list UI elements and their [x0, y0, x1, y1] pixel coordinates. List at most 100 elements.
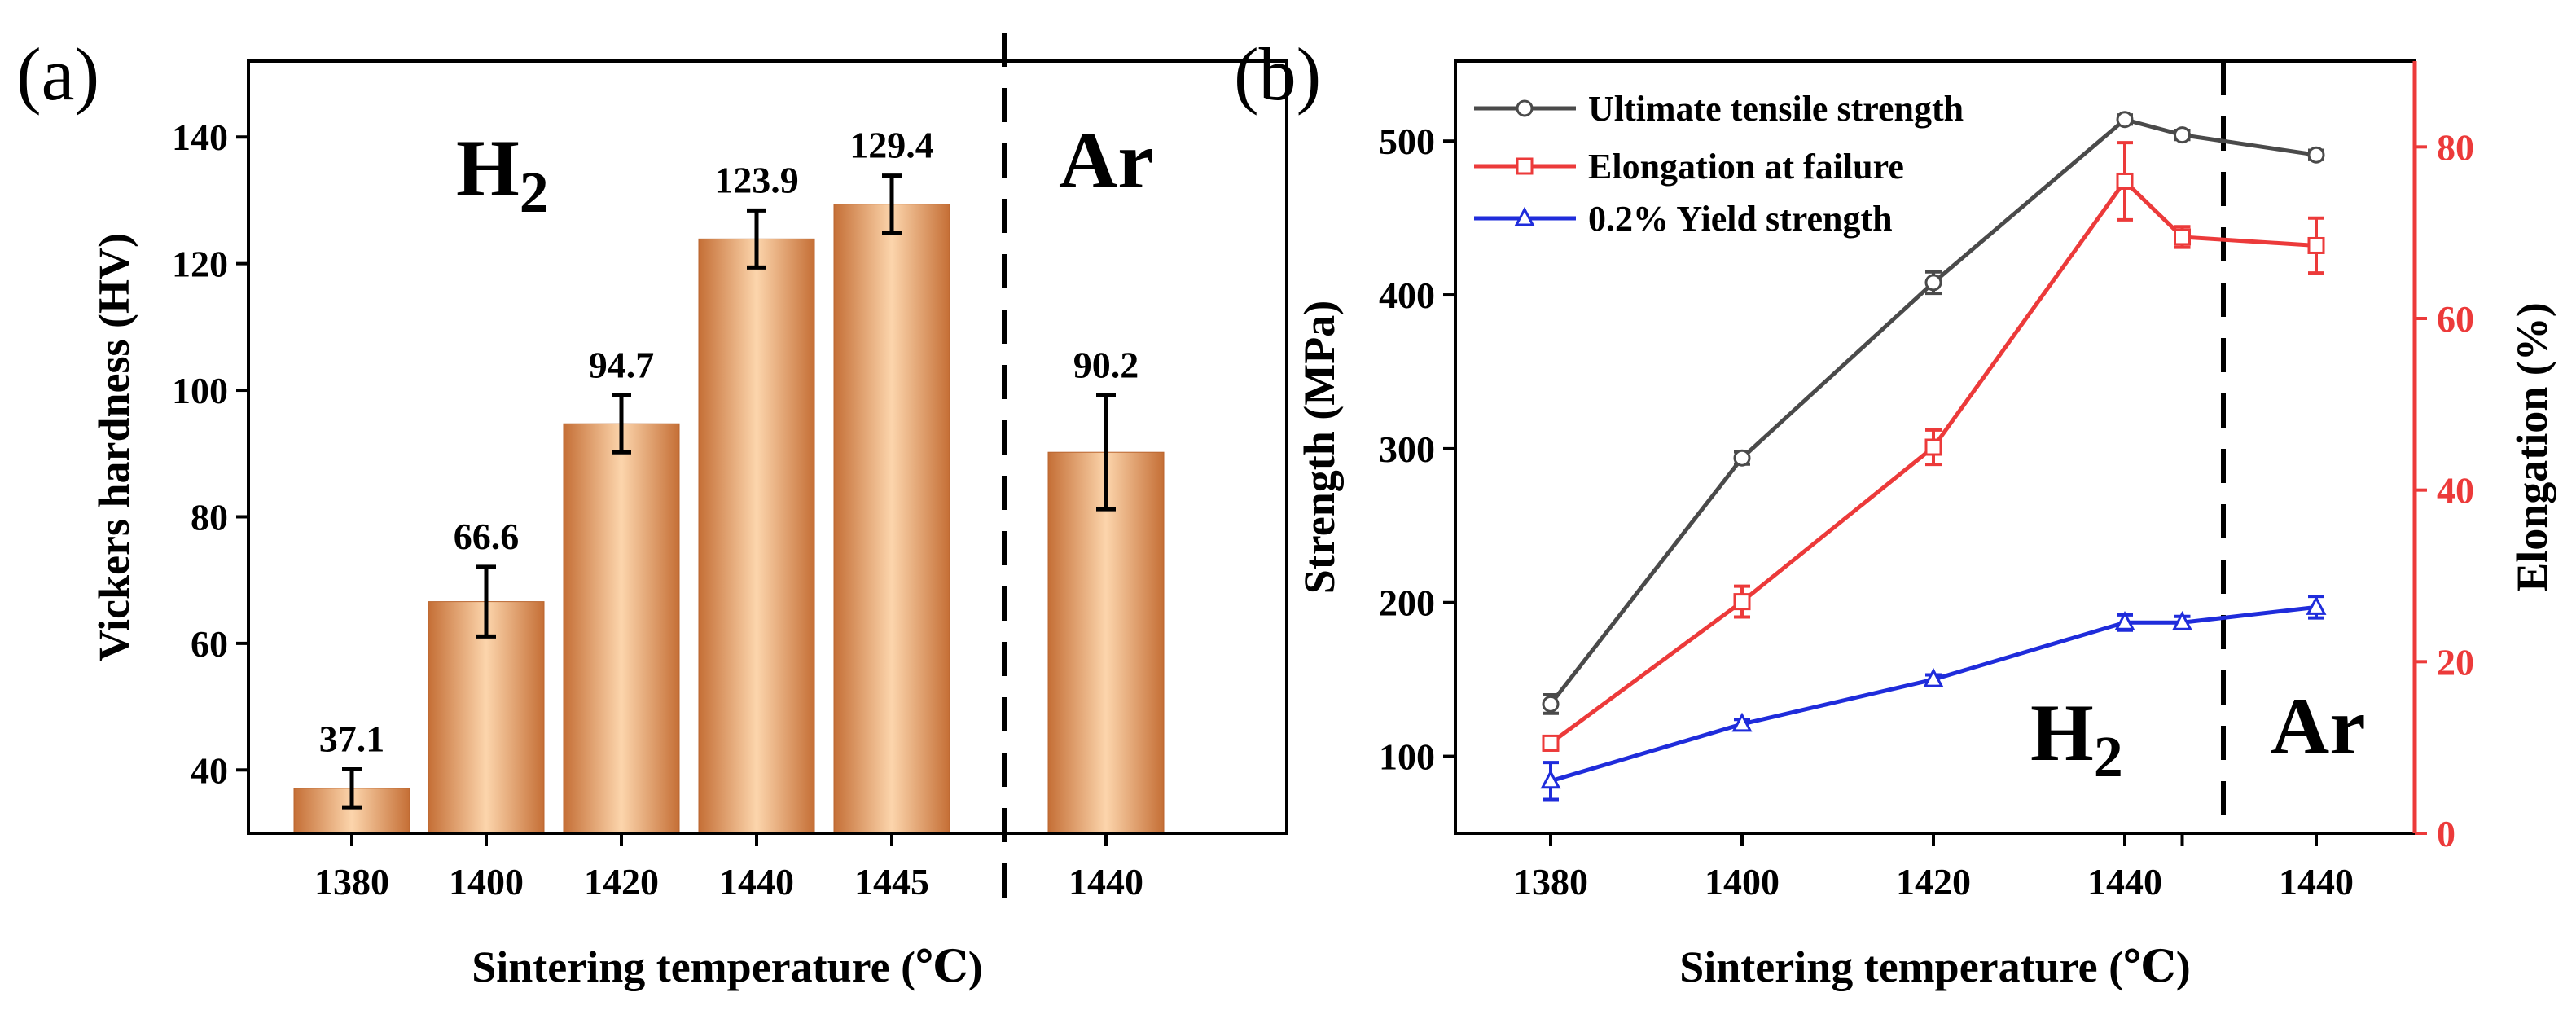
- x-tick-label: 1380: [314, 861, 389, 903]
- data-point: [1924, 438, 1942, 456]
- y-tick-label: 60: [191, 623, 228, 665]
- bar: [698, 238, 815, 834]
- legend-b: Ultimate tensile strength Elongation at f…: [1474, 89, 1964, 239]
- error-bar: [476, 564, 496, 639]
- y-tick-label: 100: [1379, 736, 1435, 778]
- bar-value-label: 123.9: [714, 159, 799, 200]
- bar: [428, 601, 545, 834]
- x-tick-label: 1400: [1705, 861, 1780, 903]
- y-tick-label: 80: [191, 496, 228, 538]
- bar-value-label: 129.4: [849, 125, 934, 166]
- y-tick-label: 300: [1379, 428, 1435, 470]
- data-point: [1542, 734, 1560, 752]
- y2-tick-label: 60: [2437, 298, 2474, 340]
- y-tick-label: 100: [172, 370, 228, 411]
- data-point: [2172, 611, 2192, 630]
- y2-axis-title-b: Elongation (%): [2508, 302, 2556, 592]
- error-bar: [882, 173, 902, 235]
- y-tick-label: 400: [1379, 275, 1435, 316]
- region-h2-label-b: H2: [2030, 687, 2123, 789]
- bars-a: [293, 204, 1165, 834]
- y-axis-title-a: Vickers hardness (HV): [90, 233, 138, 661]
- bar: [563, 423, 680, 834]
- x-tick-label: 1400: [449, 861, 524, 903]
- error-bar: [1096, 393, 1116, 512]
- x-tick-label: 1420: [584, 861, 659, 903]
- panel-a-label: (a): [16, 33, 99, 116]
- data-point: [1923, 667, 1944, 687]
- panel-a: (a) 37.1 66.6 94.7 123.9 129.4 90.2 40 60 80 100…: [16, 33, 1288, 991]
- bar-value-label: 90.2: [1073, 344, 1139, 385]
- data-point: [1731, 712, 1753, 732]
- data-point: [2114, 611, 2135, 630]
- y-axis-left-b: 100 200 300 400 500: [1379, 121, 1455, 778]
- y2-tick-label: 0: [2437, 813, 2455, 854]
- y-axis-title-b: Strength (MPa): [1295, 301, 1344, 594]
- error-bar: [747, 208, 766, 270]
- error-bar: [342, 767, 362, 810]
- data-point: [2307, 236, 2325, 254]
- x-axis-b: 1380 1400 1420 1440 1440: [1513, 833, 2354, 903]
- data-point: [1924, 274, 1942, 292]
- y-tick-label: 200: [1379, 582, 1435, 624]
- series-line: [1542, 111, 2325, 715]
- x-tick-label: 1440: [2279, 861, 2354, 903]
- data-point: [1516, 157, 1534, 175]
- data-point: [1514, 206, 1535, 226]
- value-labels-a: 37.1 66.6 94.7 123.9 129.4 90.2: [319, 125, 1139, 760]
- series-b: [1540, 111, 2327, 802]
- x-axis-title-a: Sintering temperature (℃): [472, 942, 983, 991]
- x-tick-label: 1440: [2087, 861, 2162, 903]
- bar-value-label: 66.6: [454, 516, 520, 557]
- data-point: [2174, 126, 2191, 144]
- y2-tick-label: 80: [2437, 126, 2474, 168]
- legend-item: 0.2% Yield strength: [1474, 199, 1893, 239]
- error-bars-a: [342, 173, 1116, 810]
- plot-frame-a: [247, 59, 1288, 835]
- error-bar: [612, 393, 631, 455]
- x-tick-label: 1380: [1513, 861, 1588, 903]
- y-tick-label: 120: [172, 244, 228, 285]
- series-path: [1549, 117, 2317, 705]
- data-point: [2116, 172, 2134, 190]
- region-h2-label-a: H2: [456, 123, 549, 225]
- region-ar-label-b: Ar: [2271, 681, 2366, 771]
- series-line: [1542, 141, 2325, 752]
- y-axis-right-b: 0 20 40 60 80: [2415, 126, 2474, 854]
- legend-label: 0.2% Yield strength: [1588, 199, 1893, 239]
- y2-tick-label: 40: [2437, 470, 2474, 512]
- x-tick-label: 1440: [1069, 861, 1143, 903]
- bar-value-label: 94.7: [589, 344, 655, 385]
- data-point: [1733, 449, 1751, 467]
- x-axis-title-b: Sintering temperature (℃): [1679, 942, 2191, 991]
- series-path: [1550, 604, 2317, 784]
- data-point: [1542, 695, 1560, 713]
- y-tick-label: 500: [1379, 121, 1435, 162]
- y2-tick-label: 20: [2437, 641, 2474, 683]
- data-point: [2116, 111, 2134, 129]
- legend-label: Elongation at failure: [1588, 147, 1904, 187]
- data-point: [1540, 769, 1561, 789]
- bar-value-label: 37.1: [319, 718, 385, 760]
- legend-item: Elongation at failure: [1474, 147, 1904, 187]
- legend-item: Ultimate tensile strength: [1474, 89, 1964, 129]
- series-path: [1549, 178, 2317, 745]
- data-point: [2307, 146, 2325, 164]
- y-axis-a: 40 60 80 100 120 140: [172, 116, 248, 791]
- x-tick-label: 1420: [1896, 861, 1971, 903]
- x-axis-a: 1380 1400 1420 1440 1445 1440: [314, 833, 1143, 903]
- legend-label: Ultimate tensile strength: [1588, 89, 1964, 129]
- data-point: [2174, 228, 2191, 246]
- y-tick-label: 140: [172, 116, 228, 158]
- data-point: [1733, 593, 1751, 611]
- panel-b: (b) 100 200 300 400 500 0 20 40 60 80 1380 1400 14…: [1234, 33, 2556, 991]
- data-point: [1516, 99, 1534, 117]
- region-ar-label-a: Ar: [1059, 115, 1154, 205]
- x-tick-label: 1445: [854, 861, 929, 903]
- series-line: [1540, 595, 2327, 802]
- data-point: [2306, 595, 2327, 615]
- x-tick-label: 1440: [719, 861, 794, 903]
- y-tick-label: 40: [191, 749, 228, 791]
- panel-b-label: (b): [1234, 33, 1321, 116]
